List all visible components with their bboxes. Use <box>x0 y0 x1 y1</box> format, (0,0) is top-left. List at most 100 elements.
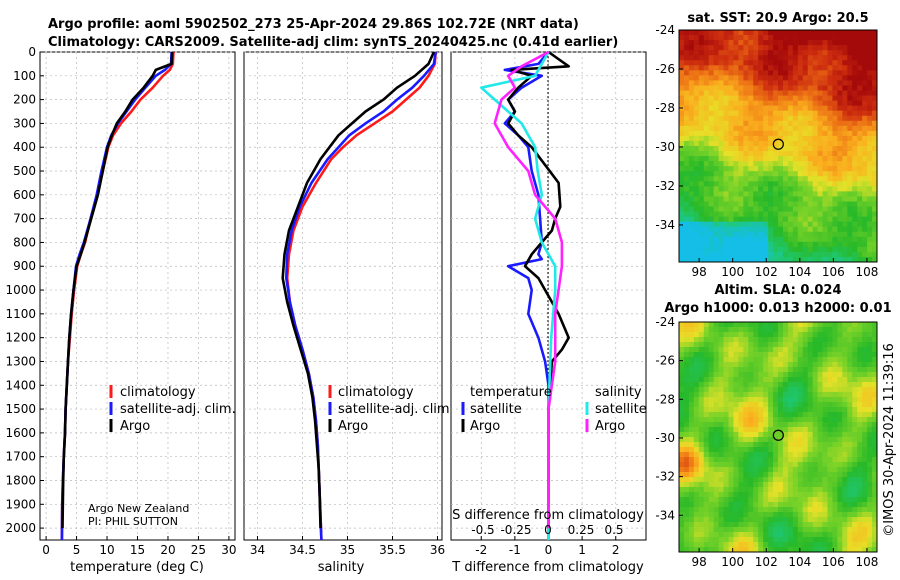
map-cell <box>718 236 724 243</box>
map-cell <box>852 256 858 263</box>
map-cell <box>797 151 804 157</box>
map-cell <box>827 407 833 413</box>
map-cell <box>862 196 868 202</box>
map-cell <box>688 241 695 248</box>
map-cell <box>773 527 779 533</box>
map-cell <box>807 100 814 107</box>
map-cell <box>832 161 838 167</box>
map-cell <box>852 352 858 358</box>
map-cell <box>782 467 789 473</box>
map-cell <box>693 352 700 358</box>
map-cell <box>827 527 833 533</box>
map-cell <box>812 322 818 328</box>
map-cell <box>852 90 858 96</box>
map-cell <box>797 90 804 96</box>
map-cell <box>723 75 729 81</box>
map-cell <box>787 55 794 61</box>
map-cell <box>703 146 710 152</box>
map-cell <box>718 241 724 248</box>
map-cell <box>832 542 838 548</box>
map-cell <box>688 146 695 152</box>
map-cell <box>862 211 868 218</box>
map-cell <box>817 462 823 468</box>
map-cell <box>862 542 868 548</box>
map-cell <box>857 196 863 202</box>
map-cell <box>728 256 734 263</box>
map-cell <box>872 70 878 76</box>
map-cell <box>703 472 710 478</box>
map-cell <box>837 75 843 81</box>
map-cell <box>832 60 838 66</box>
map-cell <box>688 216 695 223</box>
map-cell <box>787 522 794 528</box>
map-cell <box>763 322 769 328</box>
map-cell <box>688 236 695 243</box>
map-cell <box>773 211 779 218</box>
map-cell <box>832 382 838 388</box>
map-cell <box>688 110 695 117</box>
map-cell <box>832 357 838 363</box>
map-cell <box>723 70 729 76</box>
map-cell <box>718 387 724 393</box>
map-cell <box>827 322 833 328</box>
map-cell <box>832 482 838 488</box>
map-cell <box>679 40 685 46</box>
y-tick-label: 1100 <box>5 307 36 321</box>
map-cell <box>718 206 724 212</box>
map-cell <box>812 507 818 513</box>
map-cell <box>763 362 769 368</box>
map-cell <box>827 332 833 338</box>
map-cell <box>748 60 754 66</box>
map-cell <box>822 392 828 398</box>
map-cell <box>857 437 863 443</box>
map-cell <box>728 50 734 56</box>
map-cell <box>807 417 814 423</box>
map-cell <box>832 532 838 538</box>
map-cell <box>753 397 759 403</box>
map-cell <box>797 140 804 147</box>
map-cell <box>822 532 828 538</box>
map-cell <box>723 452 729 458</box>
map-cell <box>703 462 710 468</box>
map-cell <box>758 256 764 263</box>
map-cell <box>832 527 838 533</box>
map-cell <box>787 487 794 493</box>
map-cell <box>698 140 705 147</box>
map-cell <box>698 45 705 51</box>
map-cell <box>872 452 878 458</box>
map-cell <box>768 357 774 363</box>
map-cell <box>728 492 734 498</box>
map-cell <box>837 487 843 493</box>
map-cell <box>718 517 724 523</box>
map-cell <box>822 241 828 248</box>
map-cell <box>748 487 754 493</box>
map-cell <box>857 256 863 263</box>
map-cell <box>872 327 878 333</box>
map-cell <box>743 95 749 102</box>
map-cell <box>857 497 863 503</box>
map-cell <box>748 171 754 177</box>
map-cell <box>713 377 719 383</box>
map-cell <box>782 110 789 117</box>
map-cell <box>748 322 754 328</box>
map-cell <box>743 392 749 398</box>
map-cell <box>862 125 868 132</box>
map-cell <box>693 120 700 127</box>
map-cell <box>768 246 774 253</box>
map-cell <box>842 422 848 428</box>
map-cell <box>812 342 818 348</box>
map-cell <box>867 407 873 413</box>
map-cell <box>763 110 769 117</box>
map-cell <box>733 156 739 162</box>
map-cell <box>738 221 744 228</box>
map-cell <box>723 327 729 333</box>
map-cell <box>837 357 843 363</box>
map-cell <box>703 156 710 162</box>
map-cell <box>728 206 734 212</box>
map-cell <box>832 387 838 393</box>
map-cell <box>708 502 715 508</box>
map-cell <box>862 477 868 483</box>
map-cell <box>768 55 774 61</box>
map-cell <box>683 206 690 212</box>
map-cell <box>708 95 715 102</box>
